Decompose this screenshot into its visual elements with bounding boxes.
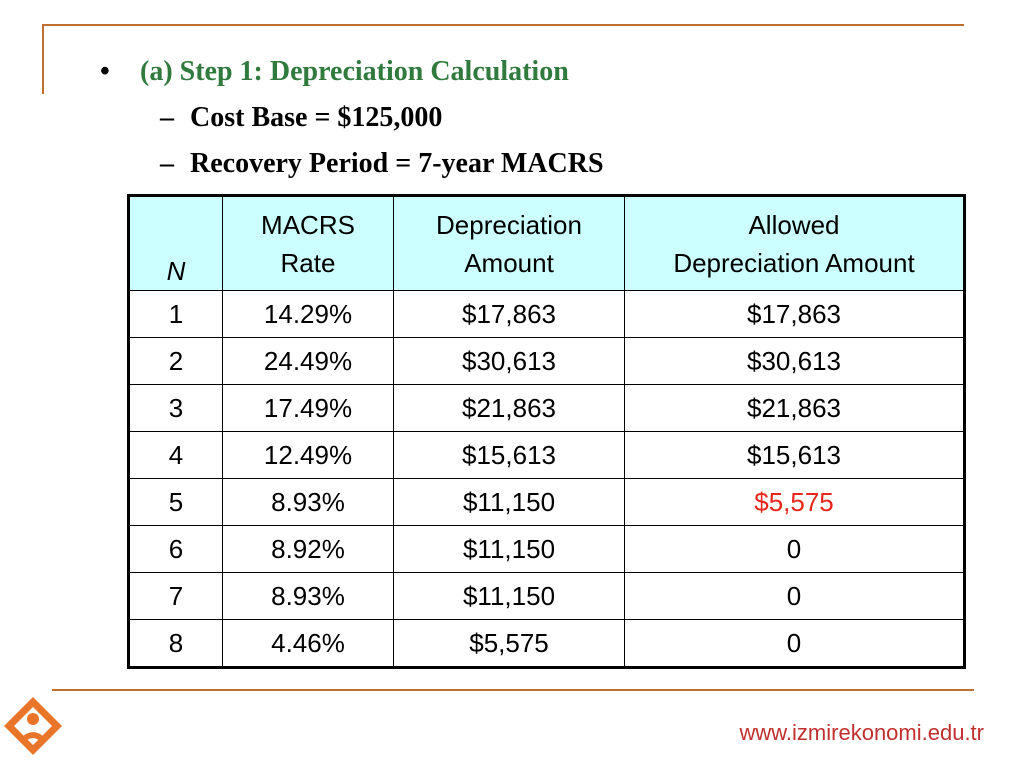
cell-rate: 8.93% <box>222 478 394 526</box>
cell-rate: 12.49% <box>222 431 394 479</box>
header-n: N <box>128 195 223 291</box>
cell-n: 5 <box>128 478 223 526</box>
bottom-rule <box>52 689 974 691</box>
table-row: 5 8.93% $11,150 $5,575 <box>128 478 965 526</box>
cell-rate: 17.49% <box>222 384 394 432</box>
header-macrs-rate-line2: Rate <box>280 247 336 278</box>
recovery-period-text: Recovery Period = 7-year MACRS <box>190 148 604 179</box>
table-row: 7 8.93% $11,150 0 <box>128 572 965 620</box>
header-allowed-line2: Depreciation Amount <box>673 247 915 278</box>
cell-rate: 8.92% <box>222 525 394 573</box>
cell-depreciation: $11,150 <box>393 572 625 620</box>
dash-marker: – <box>160 102 174 133</box>
cell-rate: 24.49% <box>222 337 394 385</box>
top-rule <box>42 24 964 26</box>
cell-allowed: $15,613 <box>624 431 965 479</box>
cell-rate: 14.29% <box>222 290 394 338</box>
cell-depreciation: $17,863 <box>393 290 625 338</box>
cell-depreciation: $21,863 <box>393 384 625 432</box>
cell-n: 2 <box>128 337 223 385</box>
table-row: 2 24.49% $30,613 $30,613 <box>128 337 965 385</box>
cell-allowed: $21,863 <box>624 384 965 432</box>
cell-n: 7 <box>128 572 223 620</box>
cell-depreciation: $11,150 <box>393 478 625 526</box>
header-allowed-depreciation: Allowed Depreciation Amount <box>624 195 965 291</box>
izmir-ekonomi-logo-icon <box>4 697 62 755</box>
table-row: 6 8.92% $11,150 0 <box>128 525 965 573</box>
sub-bullet-cost-base: – Cost Base = $125,000 <box>160 102 442 134</box>
sub-bullet-recovery-period: – Recovery Period = 7-year MACRS <box>160 148 604 180</box>
header-depreciation-amount: Depreciation Amount <box>393 195 625 291</box>
header-depreciation-line2: Amount <box>464 247 554 278</box>
macrs-depreciation-table: N MACRS Rate Depreciation Amount Allowed… <box>127 194 966 669</box>
cell-allowed-highlight: $5,575 <box>624 478 965 526</box>
cell-n: 4 <box>128 431 223 479</box>
cell-allowed: 0 <box>624 525 965 573</box>
cell-rate: 8.93% <box>222 572 394 620</box>
left-rule <box>42 24 44 94</box>
cell-rate: 4.46% <box>222 619 394 668</box>
header-allowed-line1: Allowed <box>748 209 840 240</box>
table-row: 4 12.49% $15,613 $15,613 <box>128 431 965 479</box>
cell-depreciation: $11,150 <box>393 525 625 573</box>
cell-allowed: 0 <box>624 619 965 668</box>
cell-n: 8 <box>128 619 223 668</box>
table-header-row: N MACRS Rate Depreciation Amount Allowed… <box>128 195 965 291</box>
table-row: 3 17.49% $21,863 $21,863 <box>128 384 965 432</box>
table-row: 8 4.46% $5,575 0 <box>128 619 965 668</box>
cell-n: 1 <box>128 290 223 338</box>
cell-n: 3 <box>128 384 223 432</box>
header-macrs-rate-line1: MACRS <box>261 209 355 240</box>
cell-depreciation: $5,575 <box>393 619 625 668</box>
cell-allowed: $17,863 <box>624 290 965 338</box>
dash-marker: – <box>160 148 174 179</box>
slide-heading: (a) Step 1: Depreciation Calculation <box>140 56 569 87</box>
cell-depreciation: $15,613 <box>393 431 625 479</box>
cell-depreciation: $30,613 <box>393 337 625 385</box>
header-depreciation-line1: Depreciation <box>436 209 582 240</box>
main-bullet: • (a) Step 1: Depreciation Calculation <box>100 56 569 88</box>
cost-base-text: Cost Base = $125,000 <box>190 102 443 133</box>
bullet-marker: • <box>100 56 110 87</box>
table-row: 1 14.29% $17,863 $17,863 <box>128 290 965 338</box>
cell-n: 6 <box>128 525 223 573</box>
footer-url: www.izmirekonomi.edu.tr <box>739 720 984 745</box>
header-macrs-rate: MACRS Rate <box>222 195 394 291</box>
cell-allowed: $30,613 <box>624 337 965 385</box>
cell-allowed: 0 <box>624 572 965 620</box>
